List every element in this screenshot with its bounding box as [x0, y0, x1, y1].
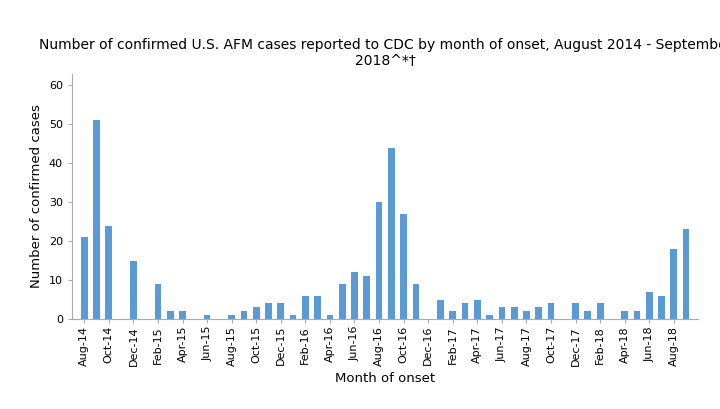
Bar [646, 292, 652, 319]
Bar [314, 296, 321, 319]
Bar [400, 214, 407, 319]
Bar [572, 303, 579, 319]
Bar [388, 148, 395, 319]
Bar [339, 284, 346, 319]
Bar [327, 315, 333, 319]
Bar [634, 311, 640, 319]
Bar [155, 284, 161, 319]
Bar [240, 311, 248, 319]
Bar [683, 229, 690, 319]
Bar [523, 311, 530, 319]
Bar [658, 296, 665, 319]
Bar [437, 299, 444, 319]
Bar [486, 315, 493, 319]
Title: Number of confirmed U.S. AFM cases reported to CDC by month of onset, August 201: Number of confirmed U.S. AFM cases repor… [38, 38, 720, 68]
Bar [167, 311, 174, 319]
Bar [179, 311, 186, 319]
Bar [277, 303, 284, 319]
Bar [105, 225, 112, 319]
Bar [621, 311, 628, 319]
Bar [462, 303, 469, 319]
Bar [351, 272, 358, 319]
Bar [474, 299, 481, 319]
Y-axis label: Number of confirmed cases: Number of confirmed cases [30, 104, 43, 288]
Bar [548, 303, 554, 319]
Bar [413, 284, 419, 319]
Bar [93, 120, 100, 319]
Bar [510, 307, 518, 319]
Bar [81, 237, 88, 319]
Bar [204, 315, 210, 319]
Bar [536, 307, 542, 319]
Bar [228, 315, 235, 319]
Bar [376, 202, 382, 319]
Bar [585, 311, 591, 319]
Bar [253, 307, 260, 319]
Bar [597, 303, 603, 319]
Bar [670, 249, 678, 319]
Bar [130, 261, 137, 319]
Bar [289, 315, 297, 319]
X-axis label: Month of onset: Month of onset [335, 371, 436, 384]
Bar [302, 296, 309, 319]
Bar [364, 276, 370, 319]
Bar [265, 303, 272, 319]
Bar [498, 307, 505, 319]
Bar [449, 311, 456, 319]
